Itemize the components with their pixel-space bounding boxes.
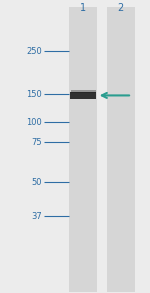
- Text: 250: 250: [26, 47, 42, 56]
- FancyBboxPatch shape: [107, 7, 135, 292]
- Text: 1: 1: [80, 3, 86, 13]
- FancyBboxPatch shape: [71, 90, 96, 93]
- FancyBboxPatch shape: [69, 7, 97, 292]
- Text: 100: 100: [26, 118, 42, 127]
- Text: 50: 50: [32, 178, 42, 187]
- Text: 150: 150: [26, 89, 42, 98]
- Text: 2: 2: [118, 3, 124, 13]
- FancyBboxPatch shape: [70, 92, 96, 98]
- Text: 37: 37: [31, 212, 42, 221]
- Text: 75: 75: [31, 138, 42, 147]
